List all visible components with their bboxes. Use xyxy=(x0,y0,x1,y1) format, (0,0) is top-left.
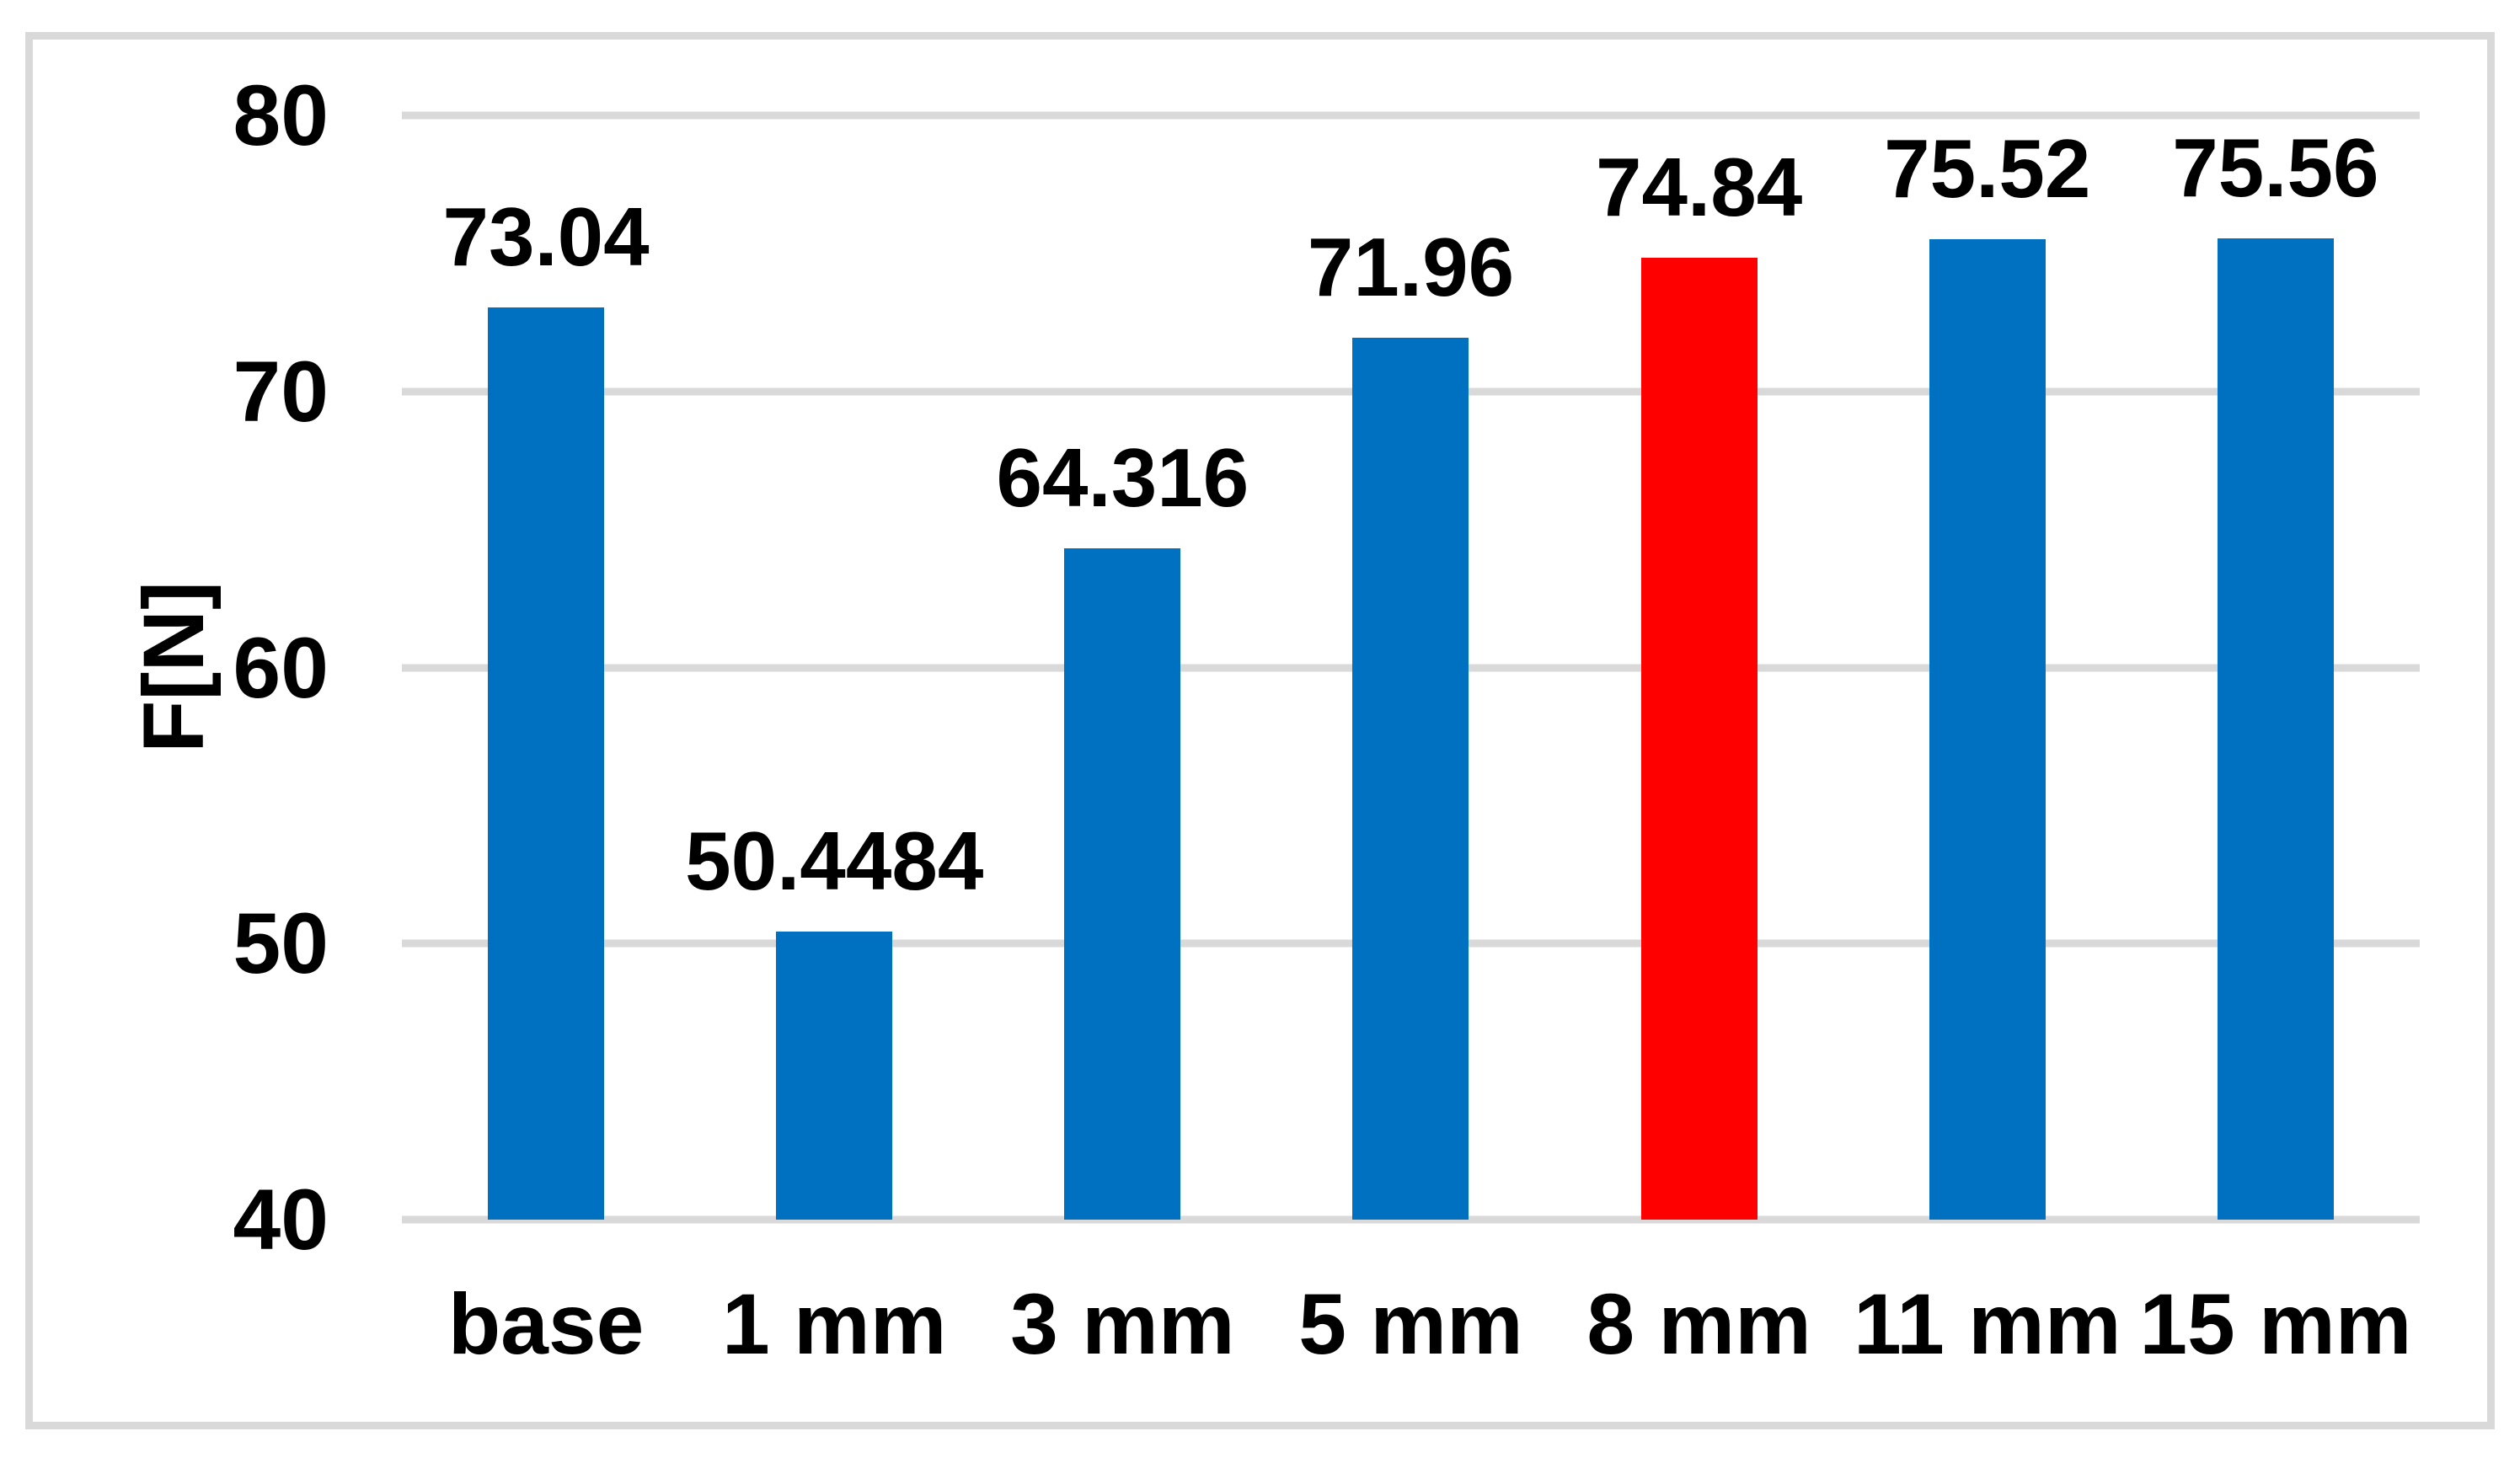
bar-slot: 75.52 xyxy=(1843,115,2132,1220)
y-axis-tick-label: 60 xyxy=(233,619,329,716)
bar-value-label: 74.84 xyxy=(1596,141,1803,234)
bar-slot: 73.04 xyxy=(402,115,690,1220)
gridline-80 xyxy=(402,111,2420,120)
bar-value-label: 64.316 xyxy=(996,431,1249,525)
chart-bar xyxy=(1064,548,1181,1220)
bar-slot: 71.96 xyxy=(1266,115,1554,1220)
bar-value-label: 73.04 xyxy=(442,190,650,284)
chart-bar xyxy=(488,307,605,1220)
chart-bar xyxy=(2217,238,2334,1220)
bar-value-label: 75.52 xyxy=(1884,122,2091,216)
x-axis-category-label: 5 mm xyxy=(1298,1276,1523,1372)
x-axis-category-label: 11 mm xyxy=(1853,1276,2121,1372)
y-axis: 80 70 60 50 40 xyxy=(0,72,329,1263)
chart-bar xyxy=(776,931,893,1220)
y-axis-tick-label: 50 xyxy=(233,895,329,992)
x-axis-category-label: 15 mm xyxy=(2139,1276,2412,1372)
chart-bar xyxy=(1929,238,2046,1220)
bar-slot: 50.4484 xyxy=(685,115,983,1220)
bar-value-label: 71.96 xyxy=(1307,220,1515,313)
gridline-40-baseline xyxy=(402,1215,2420,1224)
y-axis-tick-label: 80 xyxy=(233,67,329,163)
y-axis-tick-label: 40 xyxy=(233,1172,329,1268)
x-axis-category-label: 3 mm xyxy=(1010,1276,1235,1372)
plot-area: 73.04 50.4484 64.316 71.96 74.84 75.52 xyxy=(402,111,2420,1224)
x-axis-category-label: 1 mm xyxy=(721,1276,947,1372)
bar-value-label: 50.4484 xyxy=(685,814,984,907)
chart-frame-border xyxy=(25,32,2495,1429)
chart-bar-highlighted xyxy=(1640,258,1758,1220)
bar-value-label: 75.56 xyxy=(2172,120,2379,214)
bar-slot: 75.56 xyxy=(2132,115,2420,1220)
x-axis-category-label: base xyxy=(447,1276,645,1372)
x-axis-category-label: 8 mm xyxy=(1586,1276,1811,1372)
bars-group: 73.04 50.4484 64.316 71.96 74.84 75.52 xyxy=(402,115,2420,1220)
x-axis: base 1 mm 3 mm 5 mm 8 mm 11 mm 15 mm xyxy=(402,1274,2420,1383)
bar-slot: 64.316 xyxy=(978,115,1266,1220)
chart-bar xyxy=(1352,337,1469,1220)
y-axis-tick-label: 70 xyxy=(233,343,329,440)
bar-slot: 74.84 xyxy=(1555,115,1843,1220)
